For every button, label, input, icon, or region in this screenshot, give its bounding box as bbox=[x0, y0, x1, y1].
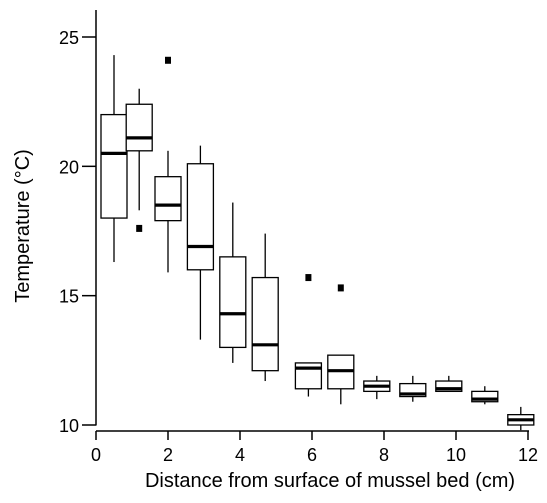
axes-layer: 10 15 20 25 0 2 4 6 8 10 12 bbox=[59, 10, 538, 465]
box-iqr bbox=[435, 380, 463, 393]
box-group bbox=[251, 233, 279, 382]
x-tick-label: 12 bbox=[518, 445, 538, 465]
outlier-point bbox=[337, 284, 344, 292]
boxes-layer bbox=[100, 55, 535, 431]
x-axis-title: Distance from surface of mussel bed (cm) bbox=[145, 470, 515, 492]
x-tick-label: 0 bbox=[91, 445, 101, 465]
box-group bbox=[294, 274, 323, 397]
y-tick-label: 25 bbox=[59, 28, 79, 48]
x-tick-label: 6 bbox=[307, 445, 317, 465]
box-group bbox=[186, 145, 215, 340]
box-group bbox=[471, 386, 499, 405]
box-group bbox=[507, 406, 535, 431]
x-tick-label: 8 bbox=[379, 445, 389, 465]
box-group bbox=[399, 375, 427, 402]
box-iqr bbox=[251, 276, 279, 372]
x-tick-label: 10 bbox=[446, 445, 466, 465]
x-tick-label: 4 bbox=[235, 445, 245, 465]
y-tick-label: 10 bbox=[59, 416, 79, 436]
box-group bbox=[327, 284, 355, 405]
outlier-point bbox=[305, 274, 312, 282]
box-group bbox=[435, 375, 463, 393]
outlier-point bbox=[165, 56, 171, 64]
box-group bbox=[125, 88, 153, 232]
box-iqr bbox=[100, 113, 128, 219]
y-axis-title: Temperature (°C) bbox=[12, 149, 34, 303]
box-group bbox=[219, 202, 247, 363]
box-iqr bbox=[219, 256, 247, 349]
outlier-point bbox=[136, 224, 143, 232]
box-group bbox=[154, 56, 182, 273]
box-group bbox=[100, 55, 128, 263]
box-iqr bbox=[186, 163, 215, 271]
box-iqr bbox=[471, 390, 499, 403]
box-group bbox=[363, 375, 391, 400]
y-tick-label: 20 bbox=[59, 157, 79, 177]
box-iqr bbox=[125, 103, 153, 152]
y-tick-label: 15 bbox=[59, 287, 79, 307]
x-tick-label: 2 bbox=[163, 445, 173, 465]
box-iqr bbox=[154, 176, 182, 222]
